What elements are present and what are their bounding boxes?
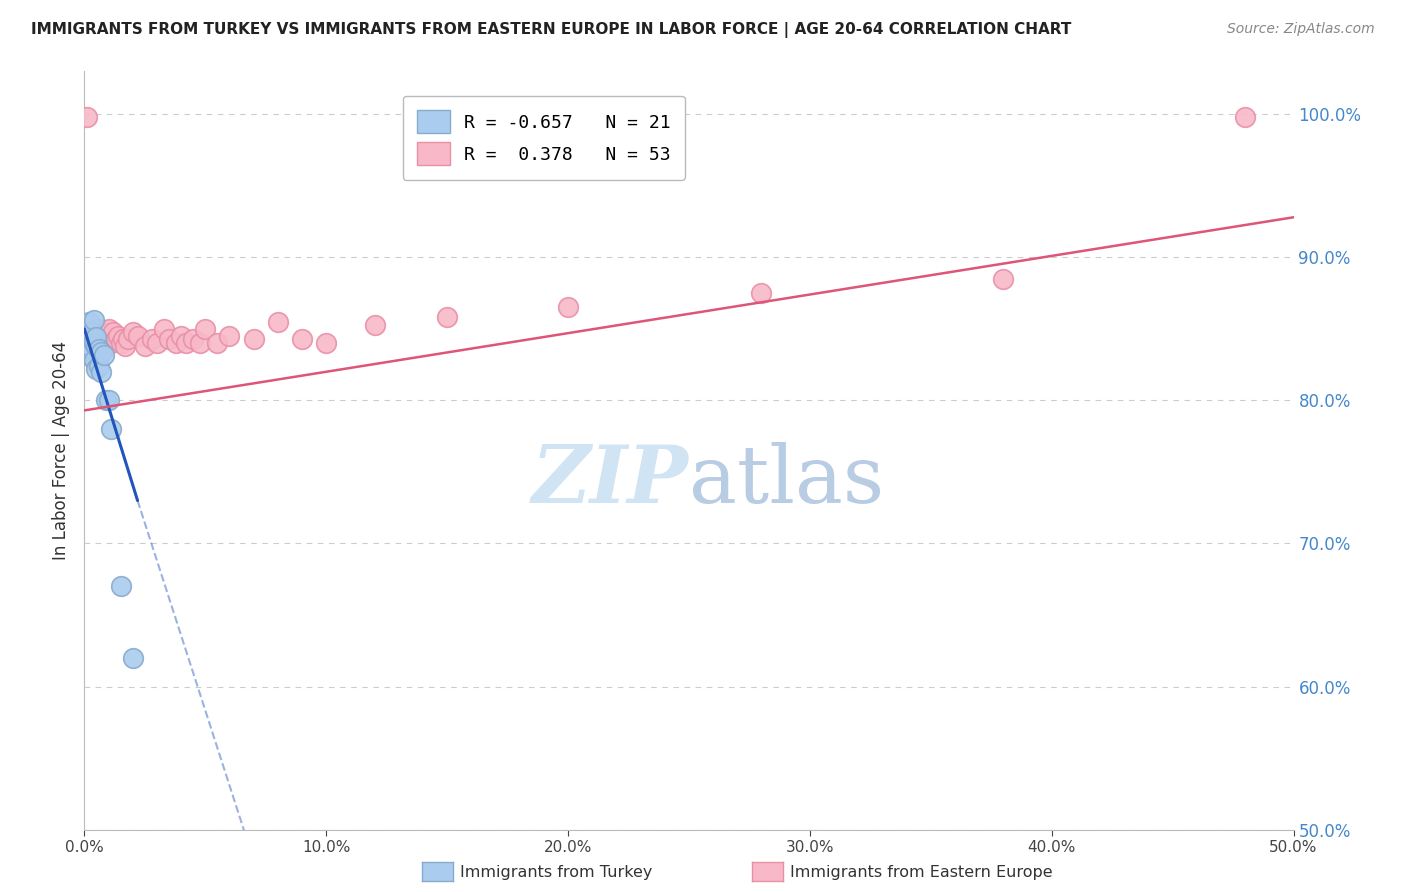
Point <box>112 332 135 346</box>
Point <box>174 336 197 351</box>
Point <box>165 336 187 351</box>
Legend: R = -0.657   N = 21, R =  0.378   N = 53: R = -0.657 N = 21, R = 0.378 N = 53 <box>402 95 685 180</box>
Point <box>76 110 98 124</box>
Point <box>86 351 108 365</box>
Point <box>194 322 217 336</box>
Point <box>104 332 127 346</box>
Point <box>107 329 129 343</box>
Point <box>110 336 132 351</box>
Point <box>90 365 112 379</box>
Point <box>94 336 117 351</box>
Point <box>83 329 105 343</box>
Point <box>110 579 132 593</box>
Text: Immigrants from Turkey: Immigrants from Turkey <box>460 865 652 880</box>
Point <box>170 329 193 343</box>
Point <box>97 336 120 351</box>
Point <box>127 329 149 343</box>
Point <box>93 348 115 362</box>
Point <box>153 322 176 336</box>
Point <box>993 272 1015 286</box>
Point <box>97 393 120 408</box>
Point <box>87 322 110 336</box>
Point <box>117 332 139 346</box>
Point <box>218 329 240 343</box>
Point <box>94 393 117 408</box>
Point <box>141 332 163 346</box>
Point <box>83 353 105 368</box>
Point <box>83 313 105 327</box>
Text: Immigrants from Eastern Europe: Immigrants from Eastern Europe <box>790 865 1053 880</box>
Point <box>87 342 110 356</box>
Point <box>207 336 229 351</box>
Text: Source: ZipAtlas.com: Source: ZipAtlas.com <box>1227 22 1375 37</box>
Point <box>315 336 337 351</box>
Y-axis label: In Labor Force | Age 20-64: In Labor Force | Age 20-64 <box>52 341 70 560</box>
Point <box>291 332 314 346</box>
Point <box>267 315 290 329</box>
Point <box>181 332 204 346</box>
Point <box>83 336 105 351</box>
Point <box>93 332 115 346</box>
Point <box>751 286 773 301</box>
Text: atlas: atlas <box>689 442 884 520</box>
Point <box>80 332 103 346</box>
Point <box>77 329 100 343</box>
Point <box>100 336 122 351</box>
Point <box>77 336 100 351</box>
Point <box>86 362 108 376</box>
Point <box>100 422 122 436</box>
Point <box>76 336 98 351</box>
Point <box>77 348 100 362</box>
Point <box>134 339 156 353</box>
Point <box>103 325 125 339</box>
Point <box>87 343 110 358</box>
Point <box>93 342 115 356</box>
Point <box>86 330 108 344</box>
Point <box>242 332 264 346</box>
Text: ZIP: ZIP <box>531 442 689 519</box>
Point <box>363 318 385 332</box>
Point <box>86 329 108 343</box>
Point <box>90 339 112 353</box>
Point <box>87 359 110 373</box>
Point <box>86 339 108 353</box>
Point <box>121 325 143 339</box>
Point <box>90 344 112 359</box>
Point <box>557 301 579 315</box>
Text: IMMIGRANTS FROM TURKEY VS IMMIGRANTS FROM EASTERN EUROPE IN LABOR FORCE | AGE 20: IMMIGRANTS FROM TURKEY VS IMMIGRANTS FRO… <box>31 22 1071 38</box>
Point <box>97 322 120 336</box>
Point <box>86 339 108 353</box>
Point <box>90 325 112 339</box>
Point <box>157 332 180 346</box>
Point <box>83 322 105 336</box>
Point <box>80 342 103 356</box>
Point <box>121 651 143 665</box>
Point <box>114 339 136 353</box>
Point <box>87 336 110 351</box>
Point <box>190 336 212 351</box>
Point <box>77 315 100 329</box>
Point <box>1234 110 1257 124</box>
Point <box>436 310 458 325</box>
Point <box>146 336 169 351</box>
Point <box>80 325 103 339</box>
Point <box>80 339 103 353</box>
